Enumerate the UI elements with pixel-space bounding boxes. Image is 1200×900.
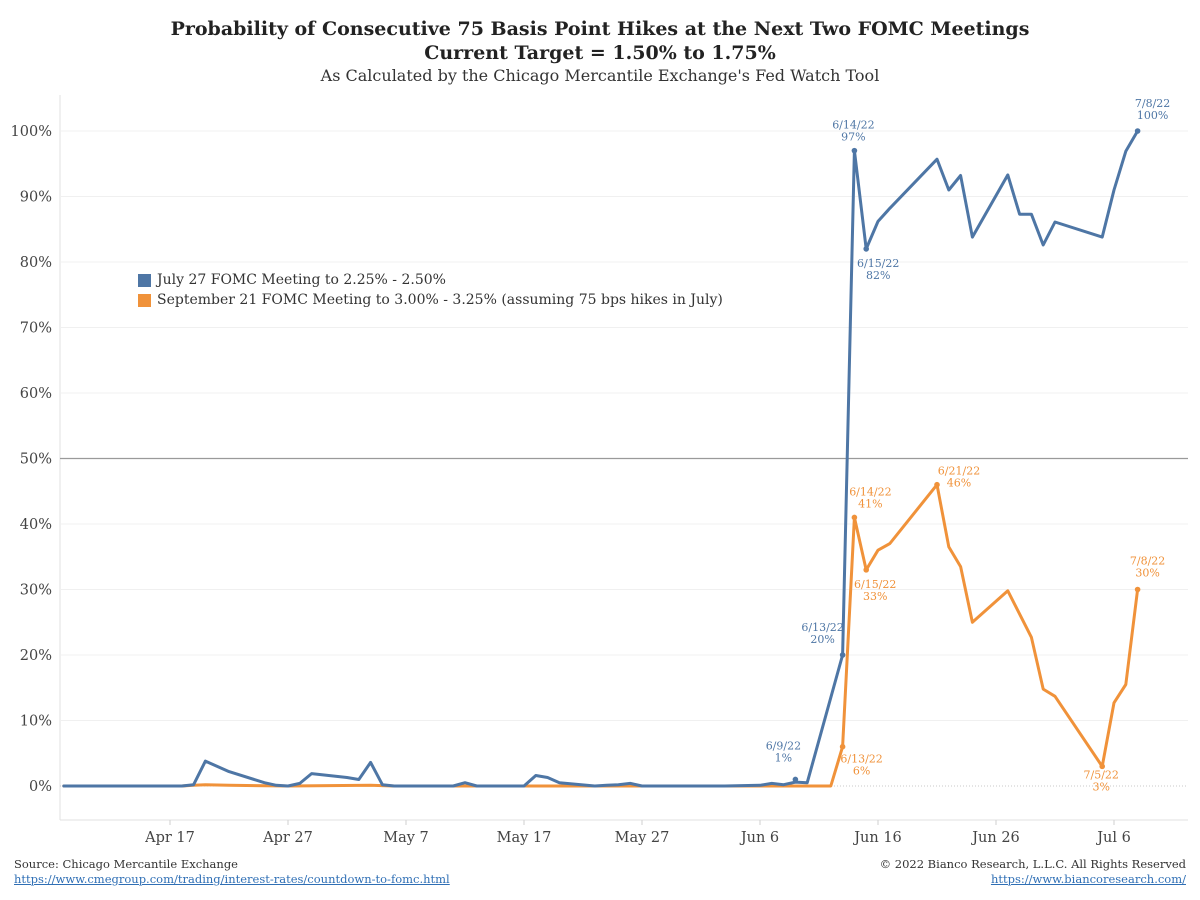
annotation-value-label: 30% [1135, 567, 1159, 580]
y-tick-label: 30% [20, 583, 52, 599]
annotation-marker [839, 652, 846, 658]
annotation-date-label: 6/13/22 [840, 753, 882, 766]
chart-legend: July 27 FOMC Meeting to 2.25% - 2.50% Se… [138, 270, 723, 310]
series-line-0 [62, 129, 1140, 788]
annotation-marker [863, 246, 869, 252]
legend-item-july: July 27 FOMC Meeting to 2.25% - 2.50% [138, 270, 723, 290]
annotation-date-label: 7/5/22 [1083, 768, 1118, 781]
legend-swatch-september [138, 293, 151, 307]
annotation-value-label: 33% [863, 590, 887, 603]
y-tick-label: 80% [20, 255, 52, 271]
x-tick-label: Jun 16 [852, 830, 902, 846]
annotation-date-label: 6/13/22 [801, 621, 843, 634]
annotation-date-label: 7/8/22 [1135, 97, 1170, 110]
x-tick-label: May 27 [615, 830, 670, 846]
annotation-value-label: 1% [775, 751, 792, 764]
annotation-marker [1099, 763, 1105, 770]
annotation-date-label: 6/15/22 [857, 257, 899, 270]
chart-title-block: Probability of Consecutive 75 Basis Poin… [0, 17, 1200, 87]
footer-source: Source: Chicago Mercantile Exchange http… [14, 857, 450, 887]
annotation-value-label: 97% [841, 131, 865, 144]
y-tick-label: 100% [11, 124, 52, 140]
x-tick-label: Jun 26 [970, 830, 1020, 846]
annotation-date-label: 7/8/22 [1130, 555, 1165, 568]
y-tick-label: 40% [20, 517, 52, 533]
annotation-value-label: 6% [853, 765, 870, 778]
annotation-date-label: 6/15/22 [854, 578, 896, 591]
annotation-date-label: 6/21/22 [938, 465, 980, 478]
y-tick-label: 20% [20, 648, 52, 664]
annotation-marker [851, 147, 858, 154]
x-tick-label: Apr 27 [262, 830, 313, 846]
x-tick-label: Jul 6 [1095, 830, 1131, 846]
series-line-1 [62, 483, 1140, 788]
x-tick-label: May 17 [497, 830, 552, 846]
website-link[interactable]: https://www.biancoresearch.com/ [990, 872, 1186, 886]
y-tick-label: 0% [29, 779, 52, 795]
annotation-marker [851, 514, 858, 521]
annotation-marker [839, 743, 846, 750]
annotation-marker [934, 481, 940, 488]
annotation-value-label: 46% [947, 477, 971, 490]
x-tick-label: Apr 17 [144, 830, 195, 846]
legend-label-july: July 27 FOMC Meeting to 2.25% - 2.50% [157, 272, 446, 288]
annotation-value-label: 100% [1137, 109, 1168, 122]
chart-subtitle: As Calculated by the Chicago Mercantile … [320, 66, 880, 85]
y-tick-label: 90% [20, 190, 52, 206]
y-tick-label: 60% [20, 386, 52, 402]
annotation-value-label: 41% [858, 497, 882, 510]
legend-swatch-july [138, 273, 151, 287]
legend-item-september: September 21 FOMC Meeting to 3.00% - 3.2… [138, 290, 723, 310]
y-tick-label: 10% [20, 714, 52, 730]
annotation-value-label: 3% [1092, 780, 1109, 793]
annotation-marker [1134, 586, 1141, 593]
annotation-marker [792, 776, 799, 783]
source-link[interactable]: https://www.cmegroup.com/trading/interes… [14, 872, 450, 886]
x-tick-label: May 7 [383, 830, 429, 846]
annotation-marker [863, 567, 869, 573]
y-tick-label: 70% [20, 321, 52, 337]
annotation-date-label: 6/14/22 [832, 119, 874, 132]
annotation-date-label: 6/9/22 [766, 739, 801, 752]
x-tick-label: Jun 6 [739, 830, 779, 846]
annotation-value-label: 82% [866, 269, 890, 282]
legend-label-september: September 21 FOMC Meeting to 3.00% - 3.2… [157, 292, 723, 308]
footer-copyright: © 2022 Bianco Research, L.L.C. All Right… [880, 857, 1186, 887]
y-tick-label: 50% [20, 452, 52, 468]
copyright-text: © 2022 Bianco Research, L.L.C. All Right… [879, 857, 1186, 871]
annotation-value-label: 20% [810, 633, 834, 646]
chart-title-line1: Probability of Consecutive 75 Basis Poin… [170, 18, 1030, 40]
annotation-date-label: 6/14/22 [849, 485, 891, 498]
chart-title-line2: Current Target = 1.50% to 1.75% [424, 42, 776, 64]
source-text: Source: Chicago Mercantile Exchange [14, 857, 238, 871]
annotation-marker [1134, 128, 1141, 134]
